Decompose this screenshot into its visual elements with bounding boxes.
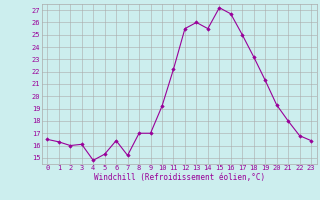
- X-axis label: Windchill (Refroidissement éolien,°C): Windchill (Refroidissement éolien,°C): [94, 173, 265, 182]
